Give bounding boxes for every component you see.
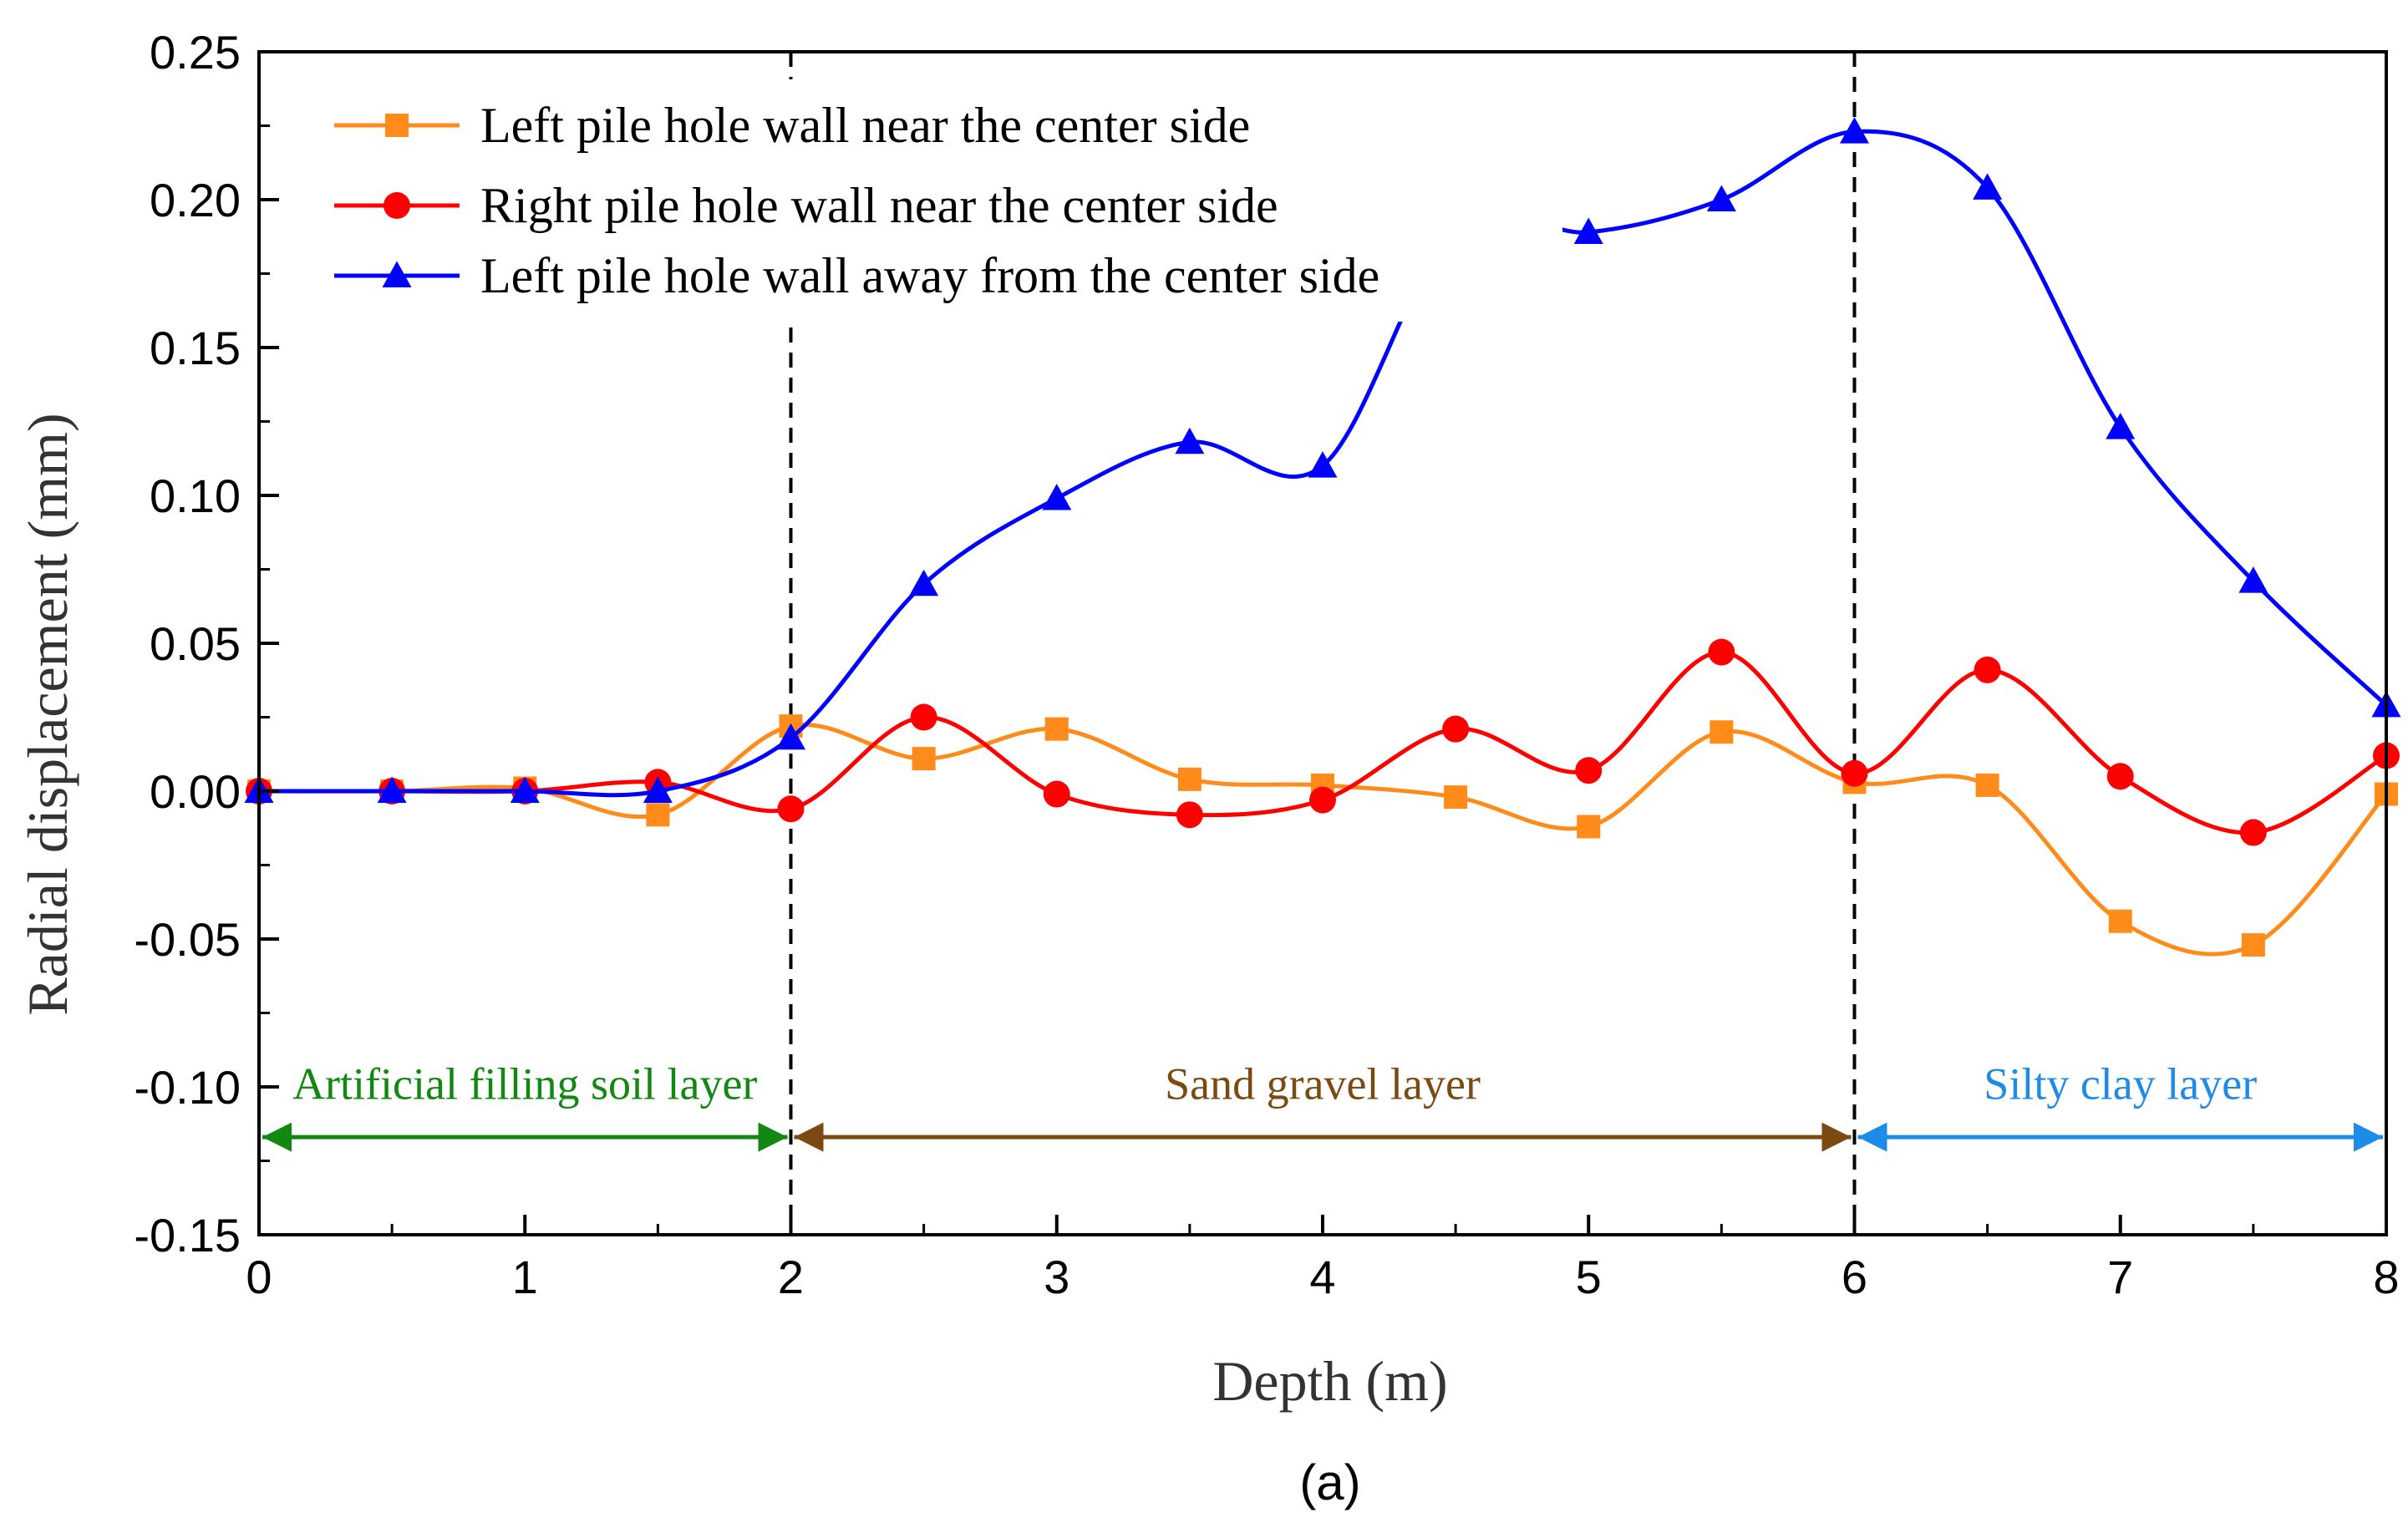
legend: Left pile hole wall near the center side… <box>326 79 1562 322</box>
data-point-right-near <box>2239 819 2267 846</box>
vertical-divider-layer <box>789 52 1857 1235</box>
x-tick-label: 2 <box>778 1251 804 1303</box>
legend-label-right-near: Right pile hole wall near the center sid… <box>480 178 1278 233</box>
layer-label: Artificial filling soil layer <box>292 1058 757 1109</box>
layer-label: Silty clay layer <box>1984 1058 2257 1109</box>
soil-layer-annotations: Artificial filling soil layer Sand gravel… <box>262 1058 2383 1152</box>
series-left-near <box>247 714 2398 957</box>
y-tick-label: 0.10 <box>150 470 241 522</box>
y-tick-label: -0.15 <box>134 1209 241 1261</box>
y-tick-label: -0.05 <box>134 913 241 966</box>
data-point-left-near <box>912 747 936 771</box>
legend-label-left-near: Left pile hole wall near the center side <box>480 98 1250 153</box>
series-right-near <box>246 638 2400 846</box>
data-point-right-near <box>910 703 937 731</box>
legend-label-left-away: Left pile hole wall away from the center… <box>480 248 1379 303</box>
data-point-right-near <box>1442 715 1470 743</box>
axis-layer: 0 1 2 3 4 5 6 7 8 -0.15 -0.10 -0.05 0.00 0.05 0.10 0.15… <box>134 26 2399 1303</box>
y-tick-label: 0.25 <box>150 26 241 79</box>
series-layer <box>244 117 2401 957</box>
data-point-left-near <box>1044 717 1069 741</box>
data-point-left-near <box>1444 785 1468 810</box>
data-point-left-near <box>1577 815 1601 839</box>
y-tick-label: -0.10 <box>134 1061 241 1114</box>
data-point-right-near <box>1043 780 1070 808</box>
data-point-right-near <box>777 795 805 823</box>
data-point-right-near <box>1575 757 1603 784</box>
layer-label: Sand gravel layer <box>1165 1058 1481 1109</box>
data-point-right-near <box>1309 786 1336 814</box>
data-point-left-near <box>2108 909 2132 933</box>
x-tick-label: 7 <box>2107 1251 2133 1303</box>
data-point-left-near <box>1177 767 1201 791</box>
x-tick-label: 4 <box>1309 1251 1335 1303</box>
x-tick-label: 6 <box>1842 1251 1867 1303</box>
data-point-left-away <box>377 776 407 803</box>
data-point-left-away <box>1973 173 2003 200</box>
data-point-left-away <box>1042 484 1072 510</box>
data-point-left-away <box>909 569 939 596</box>
data-point-right-near <box>1974 656 2001 683</box>
data-point-right-near <box>1841 759 1868 787</box>
data-point-left-away <box>643 776 673 803</box>
x-axis-title: Depth (m) <box>1212 1349 1447 1413</box>
data-point-left-away <box>1840 117 1869 144</box>
data-point-left-near <box>646 803 670 827</box>
data-point-right-near <box>2106 763 2134 790</box>
data-point-left-near <box>2241 933 2265 957</box>
figure-caption: (a) <box>1299 1454 1360 1510</box>
data-point-left-away <box>1573 217 1603 244</box>
data-point-left-away <box>1175 427 1205 454</box>
y-tick-label: 0.20 <box>150 174 241 226</box>
data-point-right-near <box>1176 801 1203 829</box>
legend-marker-left-near <box>385 114 409 137</box>
data-point-left-away <box>1308 451 1338 478</box>
x-tick-label: 8 <box>2373 1251 2399 1303</box>
x-tick-label: 5 <box>1576 1251 1602 1303</box>
data-point-left-away <box>2238 566 2268 593</box>
y-tick-label: 0.05 <box>150 617 241 670</box>
data-point-left-away <box>510 776 540 803</box>
series-line-left-near <box>258 723 2388 957</box>
y-tick-label: 0.00 <box>150 765 241 818</box>
data-point-left-near <box>1709 720 1734 744</box>
y-tick-label: 0.15 <box>150 322 241 374</box>
x-tick-label: 0 <box>246 1251 272 1303</box>
x-tick-label: 3 <box>1044 1251 1069 1303</box>
data-point-left-away <box>1706 185 1736 211</box>
legend-marker-left-away <box>382 261 412 287</box>
data-point-left-near <box>1975 773 1999 797</box>
series-left-away <box>244 117 2401 803</box>
legend-background <box>326 79 1562 322</box>
data-point-left-away <box>2106 413 2136 439</box>
data-point-right-near <box>1708 638 1735 666</box>
data-point-left-away <box>776 723 805 750</box>
y-axis-title: Radial displacement (mm) <box>16 413 79 1015</box>
x-tick-label: 1 <box>512 1251 538 1303</box>
legend-marker-right-near <box>384 192 410 219</box>
